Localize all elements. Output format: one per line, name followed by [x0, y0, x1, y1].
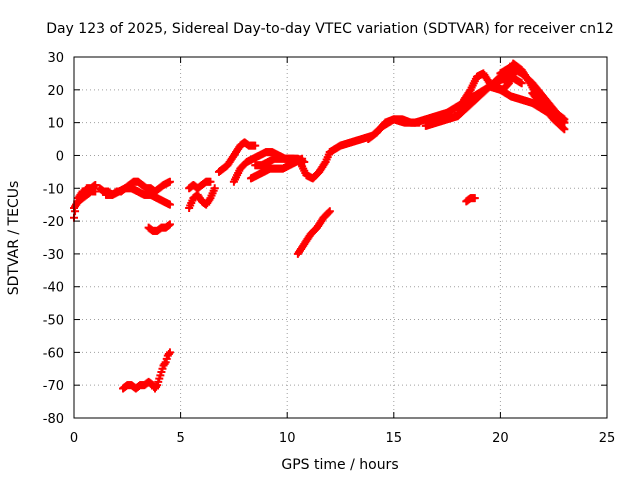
- y-tick-label: -60: [43, 346, 64, 361]
- data-point: [165, 348, 174, 357]
- y-tick-label: 10: [47, 117, 64, 132]
- data-point: [517, 79, 526, 88]
- data-point: [160, 359, 169, 368]
- data-point: [91, 187, 100, 196]
- x-tick-label: 0: [70, 431, 78, 446]
- data-point: [560, 125, 569, 134]
- data-point: [164, 350, 173, 359]
- series-track-5: [144, 220, 174, 235]
- x-tick-label: 5: [176, 431, 184, 446]
- data-point: [165, 200, 174, 209]
- data-point: [205, 195, 214, 204]
- data-point: [324, 208, 333, 217]
- x-tick-label: 10: [279, 431, 296, 446]
- y-tick-label: 30: [47, 51, 64, 66]
- x-axis-label: GPS time / hours: [281, 457, 398, 473]
- data-point: [165, 220, 174, 229]
- data-point: [325, 207, 334, 216]
- y-tick-label: -30: [43, 248, 64, 263]
- y-tick-label: -70: [43, 379, 64, 394]
- data-point: [206, 177, 215, 186]
- series-track-11: [246, 154, 307, 183]
- data-point: [470, 194, 479, 203]
- y-tick-label: -40: [43, 281, 64, 296]
- data-point: [152, 382, 161, 391]
- series-track-9: [214, 138, 260, 176]
- axis-ticks: -80 -70 -60 -50 -40 -30 -20 -10 0 10 20 30 0 5 10 15 20 2…: [43, 51, 616, 446]
- y-tick-label: 0: [56, 149, 64, 164]
- plot-frame: [73, 56, 608, 419]
- grid-lines: [74, 57, 607, 418]
- y-axis-label: SDTVAR / TECUs: [6, 181, 22, 296]
- series-track-21: [500, 59, 569, 124]
- y-tick-label: -10: [43, 182, 64, 197]
- y-tick-label: 20: [47, 84, 64, 99]
- x-tick-label: 25: [599, 431, 616, 446]
- series-track-2: [70, 187, 100, 212]
- x-tick-label: 20: [492, 431, 509, 446]
- chart-title: Day 123 of 2025, Sidereal Day-to-day VTE…: [46, 21, 614, 37]
- series-track-12: [251, 148, 334, 183]
- y-tick-label: -50: [43, 314, 64, 329]
- series-track-7: [185, 177, 215, 193]
- series-track-6: [119, 348, 174, 393]
- y-tick-label: -80: [43, 412, 64, 427]
- data-point: [560, 115, 569, 124]
- series-track-8: [185, 184, 219, 212]
- series-track-23: [462, 194, 479, 206]
- y-tick-label: -20: [43, 215, 64, 230]
- data-points: [70, 59, 569, 393]
- data-point: [320, 159, 329, 168]
- series-track-22: [528, 89, 569, 134]
- data-point: [210, 184, 219, 193]
- series-track-4: [101, 184, 174, 209]
- data-point: [165, 177, 174, 186]
- x-tick-label: 15: [386, 431, 403, 446]
- data-point: [251, 141, 260, 150]
- series-track-13: [293, 207, 334, 258]
